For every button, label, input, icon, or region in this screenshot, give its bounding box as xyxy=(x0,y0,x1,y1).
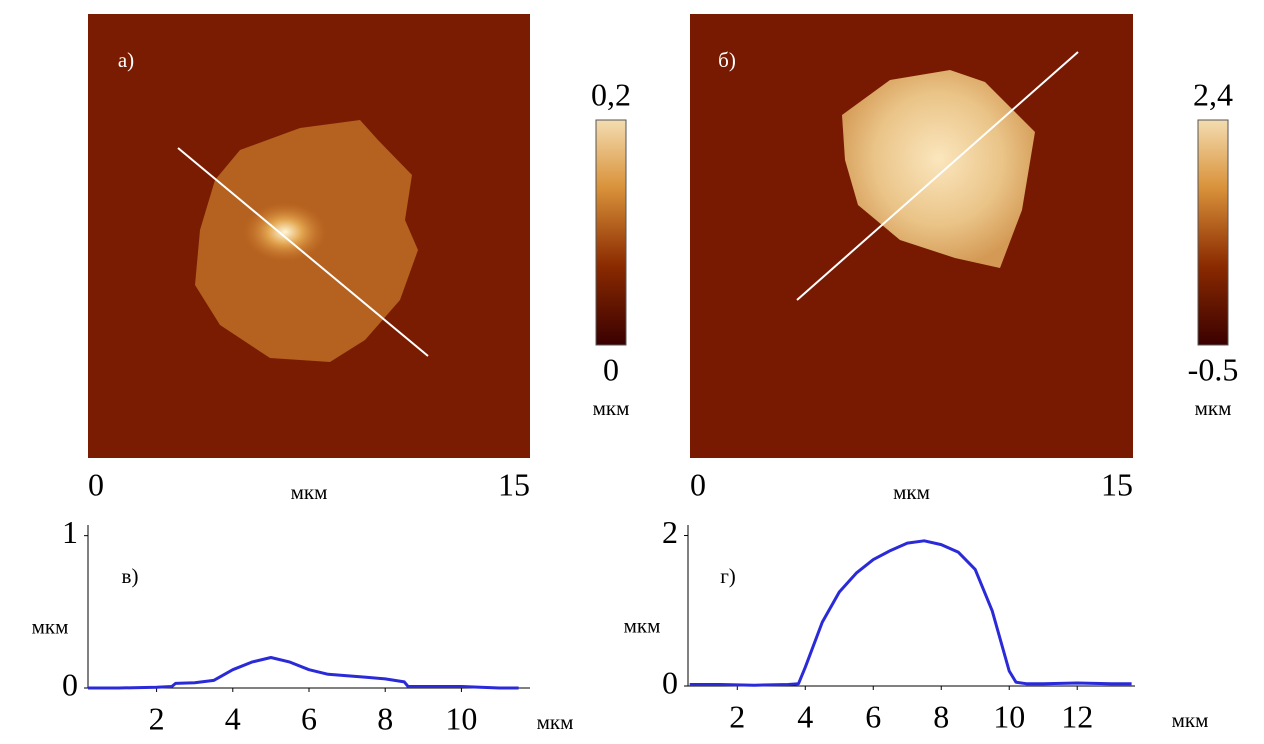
panel-label: г) xyxy=(720,564,736,588)
x-tick-label: 8 xyxy=(377,700,393,736)
colorbar xyxy=(595,119,627,346)
x-tick-label: 15 xyxy=(498,466,530,502)
panel-label: б) xyxy=(718,48,736,72)
x-tick-label: 0 xyxy=(88,466,104,502)
x-tick-label: 12 xyxy=(1061,698,1093,734)
x-tick-label: 4 xyxy=(797,698,813,734)
colorbar-tick-label: 0,2 xyxy=(591,76,631,112)
colorbar-label: мкм xyxy=(593,396,630,420)
y-tick-label: 0 xyxy=(662,664,678,700)
panel-label: а) xyxy=(118,48,134,72)
profile-line xyxy=(689,539,1132,687)
x-axis-label: мкм xyxy=(1172,708,1209,732)
colorbar-tick-label: 2,4 xyxy=(1193,76,1233,112)
x-tick-label: 0 xyxy=(690,466,706,502)
x-axis-label: мкм xyxy=(291,480,328,504)
colorbar-tick-label: 0 xyxy=(603,351,619,387)
x-tick-label: 10 xyxy=(445,700,477,736)
colorbar xyxy=(1197,119,1229,346)
x-tick-label: 6 xyxy=(301,700,317,736)
afm-image-a xyxy=(88,14,530,458)
y-axis-label: мкм xyxy=(624,613,661,637)
panel-label: в) xyxy=(122,564,139,588)
x-tick-label: 15 xyxy=(1101,466,1133,502)
x-tick-label: 8 xyxy=(933,698,949,734)
x-tick-label: 4 xyxy=(225,700,241,736)
x-tick-label: 10 xyxy=(993,698,1025,734)
profile-line xyxy=(88,656,519,690)
x-axis-label: мкм xyxy=(537,710,574,734)
x-tick-label: 6 xyxy=(865,698,881,734)
y-tick-label: 1 xyxy=(62,514,78,550)
x-tick-label: 2 xyxy=(729,698,745,734)
colorbar-tick-label: -0.5 xyxy=(1188,351,1239,387)
y-tick-label: 2 xyxy=(662,514,678,550)
colorbar-label: мкм xyxy=(1195,396,1232,420)
y-tick-label: 0 xyxy=(62,666,78,702)
x-tick-label: 2 xyxy=(149,700,165,736)
x-axis-label: мкм xyxy=(893,480,930,504)
afm-image-b xyxy=(690,14,1133,458)
y-axis-label: мкм xyxy=(32,614,69,638)
